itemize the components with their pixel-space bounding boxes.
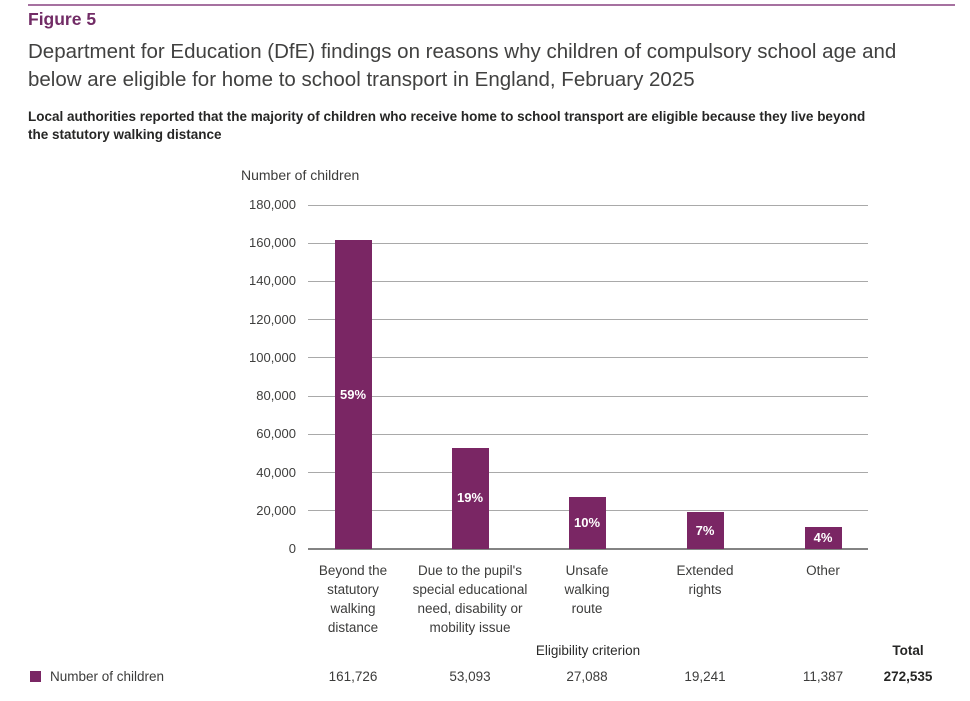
chart-bar	[451, 447, 489, 549]
bar-percent-label: 7%	[695, 522, 715, 538]
gridline	[308, 204, 868, 206]
table-value-cell: 27,088	[566, 669, 608, 684]
x-category-label: Due to the pupil's special educational n…	[412, 563, 528, 635]
chart-bar	[334, 239, 372, 549]
gridline	[308, 319, 868, 321]
legend-swatch-icon	[30, 671, 41, 682]
gridline	[308, 357, 868, 359]
y-tick-label: 40,000	[256, 464, 296, 480]
gridline	[308, 472, 868, 474]
y-tick-label: 0	[288, 541, 296, 556]
gridline	[308, 280, 868, 282]
y-tick-label: 120,000	[249, 311, 296, 327]
x-category-label: Extended rights	[676, 563, 734, 597]
x-category-label: Other	[806, 563, 840, 578]
table-value-cell: 53,093	[449, 669, 491, 684]
table-value-cell: 161,726	[328, 669, 378, 684]
chart-bar	[686, 512, 724, 549]
figure-label: Figure 5	[28, 9, 97, 29]
bar-percent-label: 10%	[573, 515, 601, 531]
bar-percent-label: 19%	[456, 490, 484, 506]
y-tick-label: 60,000	[256, 426, 296, 442]
x-axis-line	[308, 548, 868, 550]
y-axis-title: Number of children	[241, 167, 360, 183]
y-tick-label: 140,000	[249, 273, 296, 289]
y-tick-label: 160,000	[249, 235, 296, 251]
gridline	[308, 395, 868, 397]
table-total-value: 272,535	[883, 669, 933, 684]
y-tick-label: 180,000	[249, 197, 296, 212]
top-divider-rule	[28, 4, 955, 6]
y-tick-label: 80,000	[256, 388, 296, 404]
x-category-label: Beyond the statutory walking distance	[318, 563, 388, 635]
x-axis-title: Eligibility criterion	[535, 643, 641, 658]
table-value-cell: 11,387	[802, 669, 844, 684]
table-value-cell: 19,241	[684, 669, 726, 684]
bar-percent-label: 4%	[813, 530, 833, 546]
chart-bar	[804, 527, 842, 549]
bar-percent-label: 59%	[339, 386, 367, 402]
chart-bar	[568, 497, 606, 549]
gridline	[308, 433, 868, 435]
y-tick-label: 20,000	[256, 502, 296, 518]
y-tick-label: 100,000	[249, 349, 296, 365]
figure-subtitle: Local authorities reported that the majo…	[28, 109, 866, 142]
gridline	[308, 242, 868, 244]
legend-series-label: Number of children	[50, 669, 165, 684]
figure-title: Department for Education (DfE) findings …	[28, 40, 897, 91]
total-column-header: Total	[892, 643, 924, 658]
x-category-label: Unsafe walking route	[564, 563, 610, 616]
